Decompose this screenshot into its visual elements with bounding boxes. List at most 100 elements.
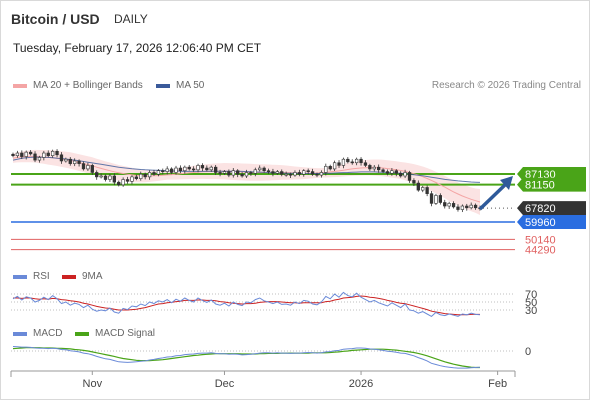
candle-body xyxy=(174,167,178,173)
candle-body xyxy=(222,171,227,174)
candle-body xyxy=(271,171,275,174)
candle-body xyxy=(341,158,346,166)
ma50-swatch xyxy=(156,83,170,88)
candle-body xyxy=(293,172,297,176)
candle-body xyxy=(258,167,262,171)
candle-body xyxy=(390,170,394,174)
candle-body xyxy=(20,152,24,157)
resistance-2-label: 81150 xyxy=(525,180,555,192)
x-tick-label: 2026 xyxy=(349,378,373,390)
candle-body xyxy=(112,175,116,183)
candle-body xyxy=(451,203,456,208)
candle-body xyxy=(262,167,266,171)
candle-body xyxy=(99,175,103,178)
candle-body xyxy=(15,152,20,156)
legend-ma20: MA 20 + Bollinger Bands xyxy=(13,80,143,91)
candle-body xyxy=(244,172,249,177)
candle-body xyxy=(253,169,257,174)
candle-body xyxy=(108,175,112,180)
candle-body xyxy=(443,202,447,207)
candle-body xyxy=(240,173,244,177)
legend-macd-label: MACD xyxy=(33,328,63,339)
candle-body xyxy=(465,205,469,209)
candle-body xyxy=(33,153,37,161)
x-tick-label: Nov xyxy=(83,378,103,390)
legend-macd-signal-label: MACD Signal xyxy=(95,328,156,339)
candle-body xyxy=(218,172,222,174)
legend-rsi-ma-label: 9MA xyxy=(82,271,103,282)
x-tick-label: Dec xyxy=(215,378,235,390)
candle-body xyxy=(438,195,443,203)
candle-body xyxy=(310,171,315,175)
macd-swatch xyxy=(13,331,27,336)
legend-macd-signal: MACD Signal xyxy=(75,328,155,339)
candle-body xyxy=(377,166,381,171)
candle-body xyxy=(165,168,169,172)
candle-body xyxy=(297,172,302,175)
candle-body xyxy=(473,204,478,209)
candle-body xyxy=(117,181,121,186)
legend-ma50: MA 50 xyxy=(156,80,204,91)
candle-body xyxy=(134,176,139,179)
candle-body xyxy=(346,158,350,163)
candle-body xyxy=(350,161,354,164)
candle-body xyxy=(249,172,253,174)
candle-body xyxy=(372,166,376,170)
last-price-label: 67820 xyxy=(525,203,556,215)
resistance-2-tag xyxy=(517,177,586,192)
candle-body xyxy=(143,173,147,178)
candle-body xyxy=(354,158,359,164)
candle-body xyxy=(187,166,191,170)
macd-panel: 0 xyxy=(11,346,531,369)
candle-body xyxy=(306,170,310,172)
candle-body xyxy=(95,172,99,178)
candle-body xyxy=(205,167,209,171)
candle-body xyxy=(447,203,451,207)
legend-rsi-ma: 9MA xyxy=(62,271,103,282)
macd-tick-0: 0 xyxy=(525,346,531,358)
candle-body xyxy=(403,172,407,177)
pivot-label: 59960 xyxy=(525,217,556,229)
candle-body xyxy=(394,170,398,174)
candle-body xyxy=(81,163,86,170)
candle-body xyxy=(363,162,368,166)
macd-signal-line xyxy=(12,347,480,369)
candle-body xyxy=(236,170,240,175)
rsi-line xyxy=(12,291,481,318)
candle-body xyxy=(315,173,319,176)
candle-body xyxy=(59,154,64,162)
candle-body xyxy=(64,158,68,162)
candle-body xyxy=(324,165,328,173)
candle-body xyxy=(421,187,425,191)
candle-body xyxy=(460,205,465,210)
instrument-title: Bitcoin / USD xyxy=(11,11,100,27)
candle-body xyxy=(55,150,59,156)
candle-body xyxy=(200,165,205,169)
candle-body xyxy=(429,193,434,204)
forecast-arrow-head xyxy=(500,176,513,190)
candle-body xyxy=(28,151,33,155)
rsi-tick-50: 50 xyxy=(525,297,537,309)
support-1-label: 50140 xyxy=(525,234,556,246)
candle-body xyxy=(288,173,293,176)
legend-ma20-label: MA 20 + Bollinger Bands xyxy=(33,80,143,91)
rsi-swatch xyxy=(13,274,27,279)
candle-body xyxy=(152,172,156,175)
candle-body xyxy=(90,165,94,173)
legend-rsi: RSI xyxy=(13,271,50,282)
candle-body xyxy=(385,171,390,174)
legend-macd: MACD xyxy=(13,328,62,339)
candle-body xyxy=(284,173,288,176)
bollinger-band xyxy=(13,149,480,215)
candle-body xyxy=(73,160,77,164)
chart-datetime: Tuesday, February 17, 2026 12:06:40 PM C… xyxy=(13,41,262,55)
time-axis: Nov Dec 2026 Feb xyxy=(10,370,516,390)
rsi-tick-70: 70 xyxy=(525,289,537,301)
period-label: DAILY xyxy=(114,12,148,26)
candle-body xyxy=(156,170,161,175)
candle-body xyxy=(227,171,231,176)
last-price-tag xyxy=(517,201,586,216)
candle-body xyxy=(161,170,165,172)
